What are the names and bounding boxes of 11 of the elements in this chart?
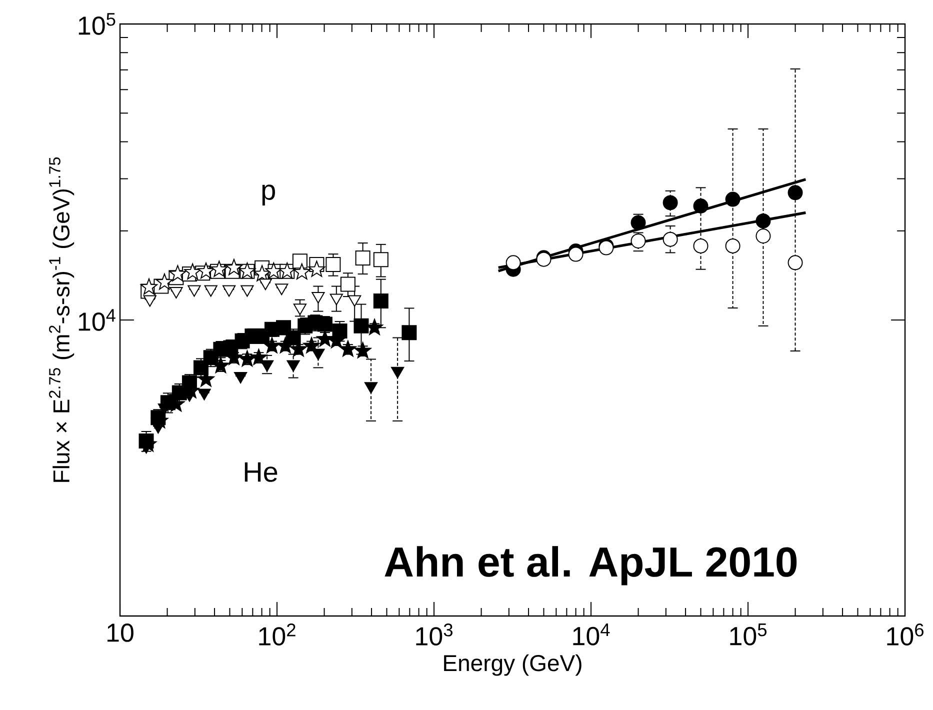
y-axis-title: Flux × E$^{2.75}$ (m$^{2}$-s-sr)$^{-1}$ (GeV)$^{1.75}$ (49, 157, 74, 482)
x-tick-label: 10 (108, 624, 134, 642)
x-axis-title: Energy (GeV) (444, 654, 582, 676)
annotation: He (244, 462, 278, 482)
x-tick-label: 10$^{4}$ (573, 624, 610, 646)
x-tick-label: 10$^{3}$ (416, 624, 452, 646)
x-tick-label: 10$^{2}$ (259, 624, 296, 646)
x-tick-label: 10$^{6}$ (887, 624, 924, 646)
annotation: p (262, 184, 275, 206)
annotation: Ahn et al. ApJL 2010 (384, 546, 797, 586)
x-tick-label: 10$^{5}$ (730, 624, 767, 646)
